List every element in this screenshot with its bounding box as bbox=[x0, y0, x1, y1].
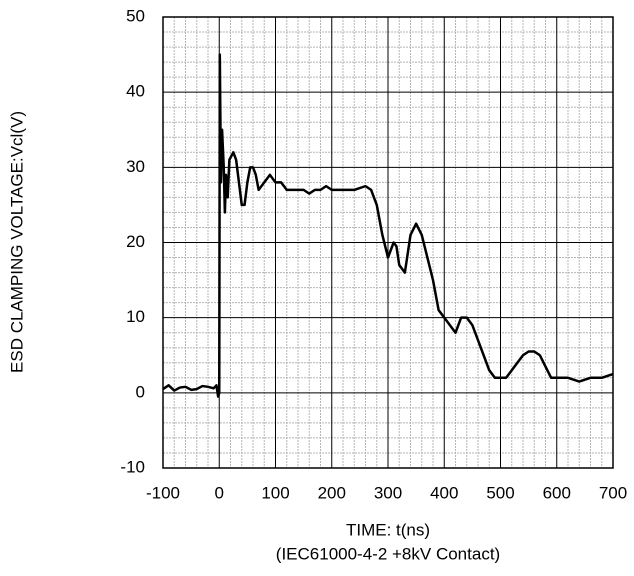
y-tick-label: 30 bbox=[126, 157, 145, 176]
annotation: (IEC61000-4-2 +8kV Contact) bbox=[276, 544, 500, 563]
x-tick-label: 400 bbox=[430, 483, 458, 502]
x-tick-label: 300 bbox=[374, 483, 402, 502]
y-tick-label: 40 bbox=[126, 82, 145, 101]
y-tick-label: 20 bbox=[126, 232, 145, 251]
y-tick-label: 50 bbox=[126, 6, 145, 25]
y-tick-label: -10 bbox=[120, 457, 145, 476]
y-tick-label: 0 bbox=[136, 382, 145, 401]
x-tick-label: 600 bbox=[543, 483, 571, 502]
y-axis-label: ESD CLAMPING VOLTAGE:Vcl(V) bbox=[7, 111, 26, 373]
x-axis-label: TIME: t(ns) bbox=[346, 520, 430, 539]
x-tick-label: -100 bbox=[146, 483, 180, 502]
x-tick-label: 0 bbox=[215, 483, 224, 502]
x-tick-label: 200 bbox=[318, 483, 346, 502]
data-line bbox=[162, 53, 614, 398]
y-tick-label: 10 bbox=[126, 307, 145, 326]
x-tick-label: 700 bbox=[599, 483, 627, 502]
x-tick-label: 500 bbox=[486, 483, 514, 502]
x-tick-label: 100 bbox=[261, 483, 289, 502]
plot-frame bbox=[162, 16, 614, 469]
